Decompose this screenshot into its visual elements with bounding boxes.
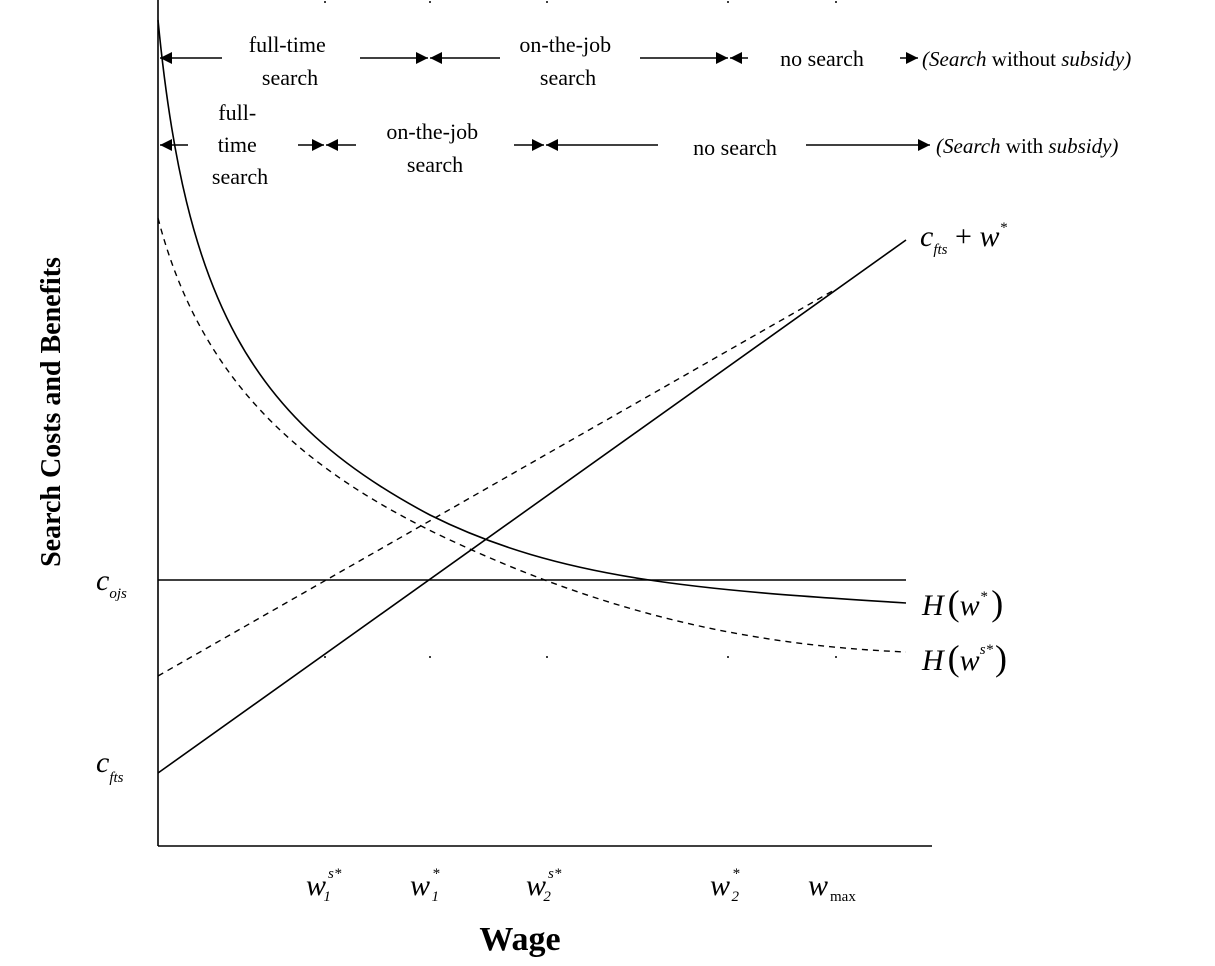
hs-curve: [157, 217, 907, 653]
tick-wmax: w max: [808, 869, 856, 905]
regime1-legend: (Search without subsidy): [922, 47, 1131, 71]
regime1-ojs-label: on-the-job search: [519, 32, 616, 90]
tick-w2s: w s* 2: [526, 866, 562, 905]
tick-w1: w * 1: [410, 866, 440, 905]
regime2-nosearch-label: no search: [693, 135, 777, 160]
x-axis-title: Wage: [479, 921, 560, 958]
h-curve-label: H (w*): [921, 583, 1003, 623]
guide-dots: [324, 1, 837, 658]
y-axis-title: Search Costs and Benefits: [36, 257, 67, 567]
tick-w1s: w s* 1: [306, 866, 342, 905]
regime1-nosearch-label: no search: [780, 46, 864, 71]
hs-curve-label: H (ws*): [921, 638, 1007, 678]
cost-line-label: cfts + w*: [920, 220, 1007, 258]
c-fts-label: cfts: [96, 746, 124, 786]
regime2-fulltime-label: full- time search: [212, 100, 268, 189]
cost-fts-subsidy-line: [157, 288, 837, 677]
regime1-fulltime-label: full-time search: [249, 32, 331, 90]
tick-w2: w * 2: [710, 866, 740, 905]
c-ojs-label: cojs: [96, 564, 127, 602]
regime-arrows-with-subsidy: [160, 139, 930, 151]
regime2-ojs-label: on-the-job search: [386, 119, 483, 177]
regime2-legend: (Search with subsidy): [936, 134, 1118, 158]
cost-fts-line: [157, 239, 907, 774]
h-curve: [157, 19, 907, 604]
regime-arrows-without-subsidy: [160, 52, 918, 64]
